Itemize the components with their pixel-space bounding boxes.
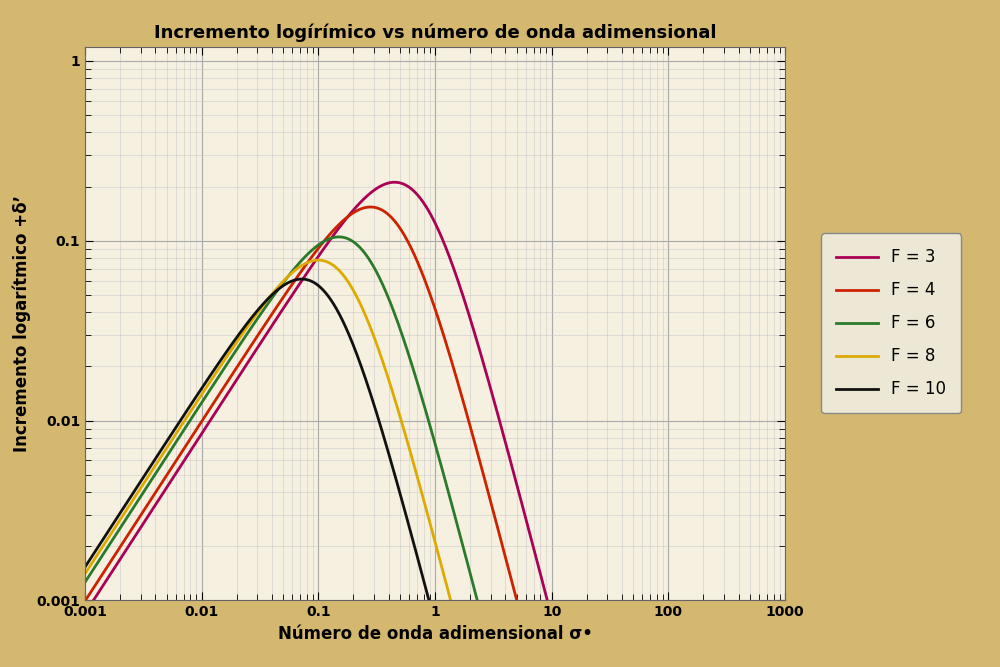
F = 6 (232, 344, 244, 352)
F = 10 (198, 381, 210, 389)
F = 10 (168, 426, 180, 434)
X-axis label: Número de onda adimensional σ•: Número de onda adimensional σ• (278, 625, 592, 643)
F = 3 (555, 650, 567, 658)
Line: F = 3: F = 3 (85, 182, 561, 654)
F = 8 (198, 388, 210, 396)
F = 3 (452, 277, 464, 285)
F = 4 (247, 340, 259, 348)
F = 6 (79, 578, 91, 586)
F = 10 (335, 314, 347, 322)
F = 6 (481, 635, 493, 643)
F = 10 (79, 563, 91, 571)
Line: F = 8: F = 8 (85, 260, 465, 654)
F = 10 (226, 340, 238, 348)
Y-axis label: Incremento logarítmico +δ’: Incremento logarítmico +δ’ (12, 195, 31, 452)
F = 10 (296, 275, 308, 283)
F = 8 (79, 570, 91, 578)
F = 8 (358, 307, 370, 315)
F = 4 (397, 228, 409, 236)
F = 3 (79, 610, 91, 618)
F = 3 (239, 362, 251, 370)
F = 3 (191, 437, 203, 445)
F = 3 (389, 178, 401, 186)
F = 4 (79, 597, 91, 605)
F = 8 (459, 650, 471, 658)
F = 3 (367, 187, 379, 195)
Legend: F = 3, F = 4, F = 6, F = 8, F = 10: F = 3, F = 4, F = 6, F = 8, F = 10 (821, 233, 961, 414)
F = 8 (128, 495, 140, 503)
F = 4 (395, 226, 407, 234)
F = 4 (81, 594, 93, 602)
F = 6 (95, 553, 107, 561)
Line: F = 10: F = 10 (85, 279, 443, 654)
F = 3 (321, 240, 333, 248)
F = 8 (301, 259, 313, 267)
F = 4 (525, 650, 537, 658)
F = 10 (102, 528, 114, 536)
Line: F = 6: F = 6 (85, 237, 491, 654)
F = 10 (252, 305, 264, 313)
F = 6 (306, 246, 318, 254)
F = 4 (319, 236, 331, 244)
F = 4 (364, 203, 376, 211)
F = 6 (485, 650, 497, 658)
Line: F = 4: F = 4 (85, 207, 531, 654)
F = 6 (226, 353, 238, 361)
F = 10 (437, 650, 449, 658)
F = 8 (203, 380, 215, 388)
F = 3 (487, 392, 499, 400)
F = 4 (200, 411, 212, 419)
F = 6 (245, 323, 257, 331)
Title: Incremento logírímico vs número de onda adimensional: Incremento logírímico vs número de onda … (154, 24, 716, 43)
F = 8 (334, 267, 346, 275)
F = 8 (312, 256, 324, 264)
F = 6 (333, 233, 345, 241)
